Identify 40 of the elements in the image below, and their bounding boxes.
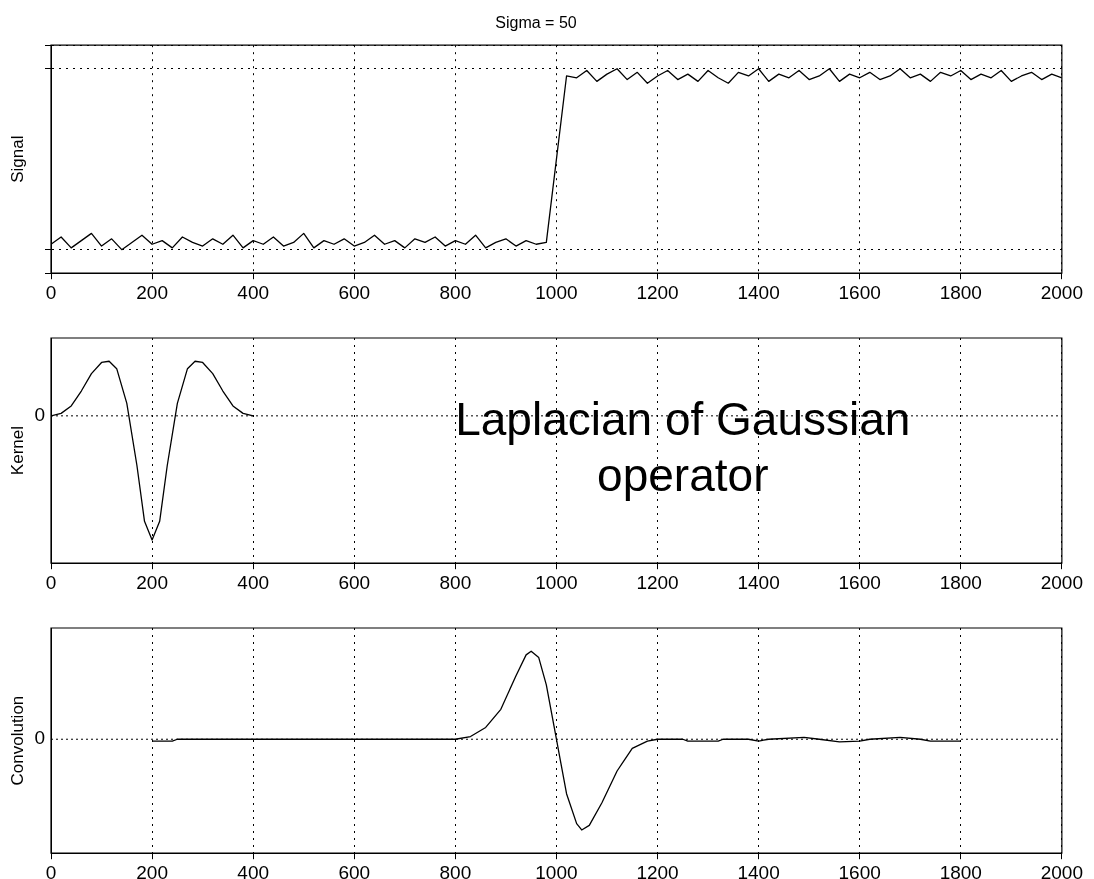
x-tick-label: 400 <box>237 861 270 879</box>
x-tick-label: 1000 <box>535 571 578 593</box>
x-tick-label: 1200 <box>636 571 679 593</box>
x-tick-label: 1600 <box>838 281 881 303</box>
x-tick-label: 1400 <box>737 861 780 879</box>
x-tick-label: 1000 <box>535 281 578 303</box>
y-axis-title: Kernel <box>7 426 27 476</box>
x-tick-label: 1000 <box>535 861 578 879</box>
x-tick-label: 200 <box>136 861 168 879</box>
x-tick-label: 1600 <box>838 861 881 879</box>
annotation: Laplacian of Gaussian operator <box>455 393 911 502</box>
x-tick-label: 1600 <box>838 571 881 593</box>
x-tick-label: 0 <box>45 571 57 593</box>
ref-line-label: 0 <box>34 404 45 426</box>
x-tick-label: 400 <box>237 571 270 593</box>
x-tick-label: 200 <box>136 571 168 593</box>
x-tick-label: 800 <box>439 861 472 879</box>
x-tick-label: 200 <box>136 281 168 303</box>
y-axis-title: Signal <box>7 135 27 183</box>
x-tick-label: 1800 <box>939 861 982 879</box>
x-tick-label: 400 <box>237 281 270 303</box>
x-tick-label: 600 <box>338 571 371 593</box>
x-tick-label: 1200 <box>636 861 679 879</box>
x-tick-label: 800 <box>439 571 472 593</box>
x-tick-label: 1800 <box>939 281 982 303</box>
ref-line-label: 0 <box>34 727 45 749</box>
x-tick-label: 0 <box>45 281 57 303</box>
chart-title: Sigma = 50 <box>495 14 577 32</box>
x-tick-label: 600 <box>338 861 371 879</box>
x-tick-label: 1800 <box>939 571 982 593</box>
x-tick-label: 0 <box>45 861 57 879</box>
x-tick-label: 600 <box>338 281 371 303</box>
x-tick-label: 1400 <box>737 571 780 593</box>
x-tick-label: 2000 <box>1040 281 1084 303</box>
x-tick-label: 2000 <box>1040 861 1084 879</box>
x-tick-label: 1400 <box>737 281 780 303</box>
x-tick-label: 1200 <box>636 281 679 303</box>
y-axis-title: Convolution <box>7 695 27 786</box>
x-tick-label: 800 <box>439 281 472 303</box>
x-tick-label: 2000 <box>1040 571 1084 593</box>
